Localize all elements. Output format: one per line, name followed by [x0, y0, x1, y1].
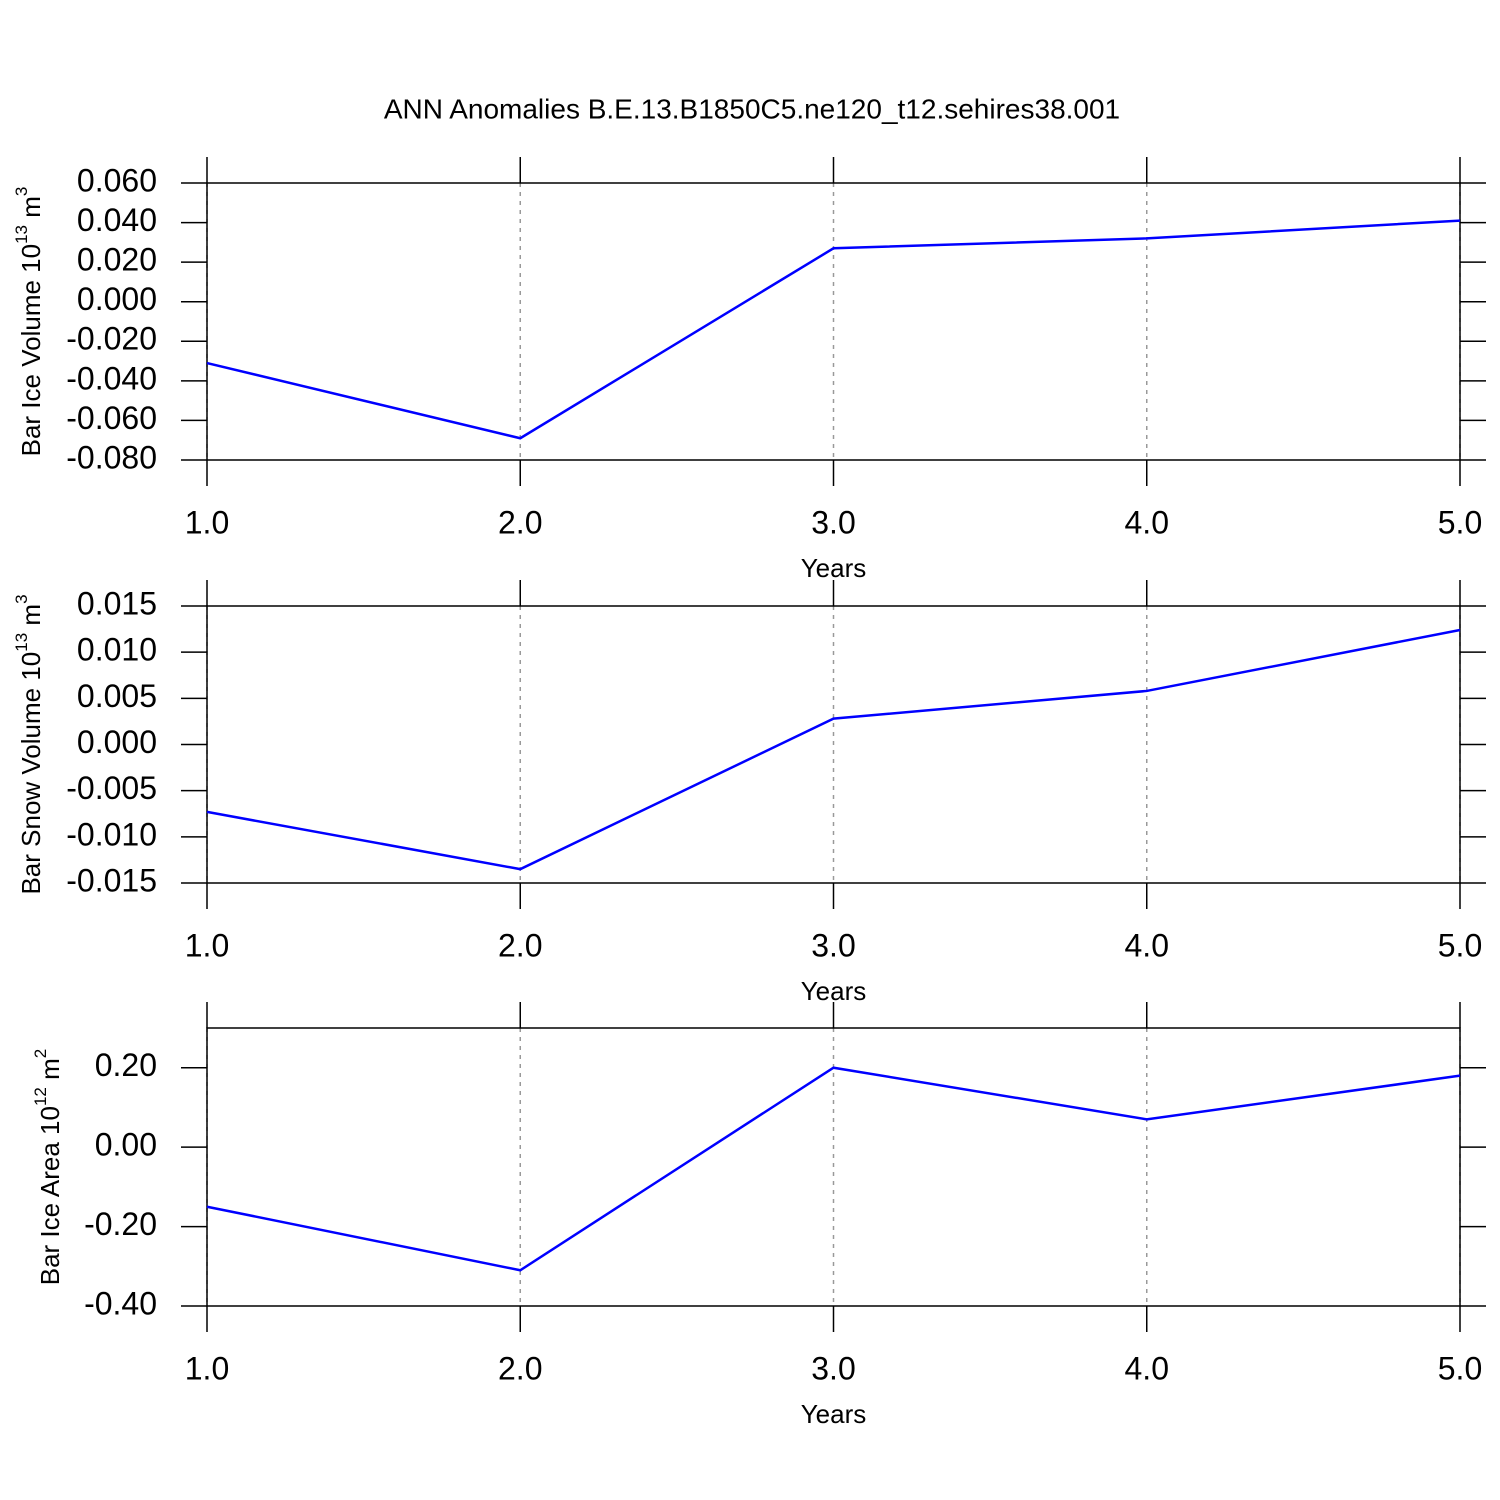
y-axis-label-superscript: 13 — [12, 633, 31, 652]
y-axis-label: Bar Snow Volume 1013 m3 — [12, 594, 45, 894]
x-tick-label: 5.0 — [1438, 1350, 1482, 1386]
y-axis-label-superscript: 3 — [12, 594, 31, 603]
plot-frame — [206, 1027, 1461, 1307]
x-tick-label: 1.0 — [185, 1350, 229, 1386]
plot-frame — [206, 605, 1461, 884]
y-tick-label: -0.015 — [66, 862, 157, 898]
x-axis-label: Years — [801, 1399, 867, 1429]
y-axis-label-superscript: 12 — [31, 1087, 50, 1106]
y-axis-label-part: m — [16, 604, 46, 633]
y-axis-label: Bar Ice Volume 1013 m3 — [12, 187, 45, 457]
x-tick-label: 4.0 — [1125, 1350, 1169, 1386]
y-tick-label: -0.20 — [84, 1206, 157, 1242]
y-tick-label: 0.000 — [77, 281, 157, 317]
x-tick-label: 3.0 — [811, 1350, 855, 1386]
y-tick-label: -0.020 — [66, 321, 157, 357]
x-tick-label: 1.0 — [185, 927, 229, 963]
y-tick-label: 0.040 — [77, 202, 157, 238]
x-tick-label: 4.0 — [1125, 504, 1169, 540]
x-tick-label: 2.0 — [498, 927, 542, 963]
data-line — [206, 628, 1461, 871]
y-tick-label: -0.040 — [66, 360, 157, 396]
plot-frame — [206, 182, 1461, 461]
y-tick-label: -0.40 — [84, 1285, 157, 1321]
x-tick-label: 5.0 — [1438, 927, 1482, 963]
y-axis-label: Bar Ice Area 1012 m2 — [31, 1049, 64, 1286]
x-tick-label: 4.0 — [1125, 927, 1169, 963]
x-tick-label: 5.0 — [1438, 504, 1482, 540]
y-tick-label: 0.20 — [95, 1047, 157, 1083]
y-axis-label-part: m — [16, 196, 46, 225]
y-tick-label: 0.010 — [77, 632, 157, 668]
y-axis-label-superscript: 2 — [31, 1049, 50, 1058]
y-tick-label: -0.080 — [66, 439, 157, 475]
y-tick-label: 0.060 — [77, 162, 157, 198]
x-tick-label: 2.0 — [498, 504, 542, 540]
x-tick-label: 3.0 — [811, 927, 855, 963]
figure-title: ANN Anomalies B.E.13.B1850C5.ne120_t12.s… — [384, 93, 1120, 124]
y-tick-label: -0.060 — [66, 400, 157, 436]
y-tick-label: -0.010 — [66, 816, 157, 852]
y-axis-label-superscript: 13 — [12, 225, 31, 244]
x-axis-label: Years — [801, 976, 867, 1006]
x-tick-label: 2.0 — [498, 1350, 542, 1386]
y-tick-label: 0.000 — [77, 724, 157, 760]
x-axis-label: Years — [801, 553, 867, 583]
y-tick-label: 0.00 — [95, 1127, 157, 1163]
y-axis-label-part: Bar Snow Volume 10 — [16, 652, 46, 895]
y-axis-label-part: Bar Ice Volume 10 — [16, 244, 46, 456]
y-tick-label: 0.005 — [77, 678, 157, 714]
y-axis-label-part: m — [35, 1058, 65, 1087]
y-tick-label: -0.005 — [66, 770, 157, 806]
y-tick-label: 0.020 — [77, 242, 157, 278]
data-line — [206, 219, 1461, 440]
y-axis-label-part: Bar Ice Area 10 — [35, 1106, 65, 1285]
x-tick-label: 3.0 — [811, 504, 855, 540]
y-axis-label-superscript: 3 — [12, 187, 31, 196]
x-tick-label: 1.0 — [185, 504, 229, 540]
data-line — [206, 1066, 1461, 1272]
y-tick-label: 0.015 — [77, 585, 157, 621]
